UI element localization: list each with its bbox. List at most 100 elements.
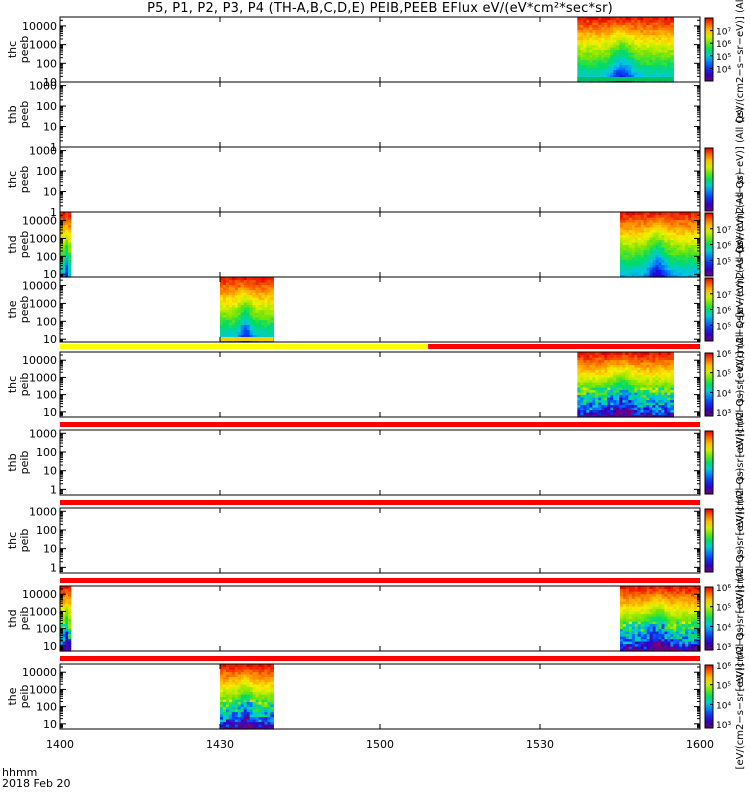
- spectrogram-cell: [595, 39, 599, 43]
- spectrogram-cell: [62, 628, 66, 632]
- spectrogram-cell: [631, 247, 636, 251]
- spectrogram-cell: [586, 399, 590, 403]
- spectrogram-cell: [688, 239, 692, 243]
- spectrogram-cell: [619, 67, 623, 71]
- spectrogram-cell: [220, 669, 224, 673]
- spectrogram-cell: [688, 222, 692, 226]
- spectrogram-cell: [625, 593, 630, 597]
- spectrogram-cell: [267, 669, 271, 673]
- spectrogram-cell: [634, 631, 639, 635]
- spectrogram-cell: [610, 79, 614, 83]
- spectrogram-cell: [658, 636, 663, 640]
- spectrogram-cell: [679, 264, 683, 268]
- spectrogram-cell: [68, 222, 72, 226]
- spectrogram-cell: [649, 367, 653, 371]
- spectrogram-cell: [631, 19, 635, 23]
- spectrogram-cell: [658, 227, 663, 231]
- spectrogram-cell: [631, 412, 635, 416]
- spectrogram-cell: [595, 57, 599, 61]
- spectrogram-cell: [691, 641, 695, 645]
- spectrogram-cell: [682, 262, 686, 266]
- spectrogram-cell: [640, 222, 645, 226]
- spectrogram-cell: [691, 257, 695, 261]
- spectrogram-cell: [249, 284, 254, 288]
- spectrogram-cell: [604, 29, 608, 33]
- spectrogram-cell: [225, 711, 230, 715]
- spectrogram-cell: [664, 621, 668, 625]
- spectrogram-cell: [658, 598, 663, 602]
- spectrogram-cell: [225, 674, 230, 678]
- spectrogram-cell: [249, 719, 254, 723]
- spectrogram-cell: [65, 262, 69, 266]
- spectrogram-cell: [643, 79, 647, 83]
- spectrogram-cell: [60, 616, 64, 620]
- spectrogram-cell: [625, 17, 629, 21]
- spectrogram-cell: [255, 706, 260, 710]
- spectrogram-cell: [231, 701, 236, 705]
- spectrogram-cell: [634, 623, 639, 627]
- spectrogram-cell: [246, 669, 251, 673]
- spectrogram-cell: [255, 332, 260, 336]
- spectrogram-cell: [622, 407, 626, 411]
- spectrogram-cell: [682, 601, 686, 605]
- spectrogram-cell: [264, 339, 268, 343]
- spectrogram-cell: [652, 414, 656, 418]
- spectrogram-cell: [234, 304, 239, 308]
- spectrogram-cell: [622, 74, 626, 78]
- spectrogram-cell: [261, 327, 266, 331]
- spectrogram-cell: [667, 42, 671, 46]
- spectrogram-cell: [595, 54, 599, 58]
- spectrogram-cell: [661, 254, 666, 258]
- spectrogram-cell: [649, 272, 654, 276]
- spectrogram-cell: [661, 641, 666, 645]
- spectrogram-cell: [643, 249, 648, 253]
- spectrogram-cell: [586, 39, 590, 43]
- spectrogram-cell: [220, 676, 224, 680]
- spectrogram-cell: [670, 377, 674, 381]
- spectrogram-cell: [68, 601, 72, 605]
- spectrogram-cell: [643, 407, 647, 411]
- colorbar-label: [eV/(cm2−s−sr−eV)] (All Qs): [735, 0, 746, 122]
- spectrogram-cell: [598, 399, 602, 403]
- spectrogram-cell: [646, 357, 650, 361]
- spectrogram-cell: [661, 79, 665, 83]
- spectrogram-cell: [646, 24, 650, 28]
- y-tick-label: 10: [43, 465, 57, 478]
- spectrogram-cell: [643, 222, 648, 226]
- spectrogram-cell: [258, 287, 263, 291]
- panel-frame: [59, 146, 701, 213]
- spectrogram-cell: [643, 44, 647, 48]
- spectrogram-cell: [580, 59, 584, 63]
- spectrogram-cell: [637, 52, 641, 56]
- spectrogram-cell: [664, 588, 668, 592]
- spectrogram-cell: [628, 399, 632, 403]
- spectrogram-cell: [577, 64, 581, 68]
- spectrogram-cell: [252, 322, 257, 326]
- spectrogram-cell: [655, 69, 659, 73]
- spectrogram-cell: [694, 242, 698, 246]
- spectrogram-cell: [234, 724, 239, 728]
- spectrogram-cell: [592, 57, 596, 61]
- spectrogram-cell: [580, 414, 584, 418]
- spectrogram-cell: [68, 606, 72, 610]
- spectrogram-cell: [243, 694, 248, 698]
- spectrogram-cell: [649, 611, 654, 615]
- spectrogram-cell: [664, 19, 668, 23]
- spectrogram-cell: [646, 54, 650, 58]
- spectrogram-cell: [228, 297, 233, 301]
- spectrogram-cell: [258, 279, 263, 283]
- spectrogram-cell: [640, 598, 645, 602]
- spectrogram-cell: [246, 689, 251, 693]
- spectrogram-cell: [640, 227, 645, 231]
- spectrogram-cell: [601, 407, 605, 411]
- spectrogram-cell: [620, 272, 624, 276]
- spectrogram-cell: [231, 277, 236, 281]
- spectrogram-cell: [667, 633, 671, 637]
- spectrogram-cell: [640, 267, 645, 271]
- spectrogram-cell: [667, 72, 671, 76]
- spectrogram-cell: [658, 638, 663, 642]
- spectrogram-cell: [643, 62, 647, 66]
- spectrogram-cell: [667, 389, 671, 393]
- spectrogram-cell: [258, 674, 263, 678]
- spectrogram-cell: [616, 54, 620, 58]
